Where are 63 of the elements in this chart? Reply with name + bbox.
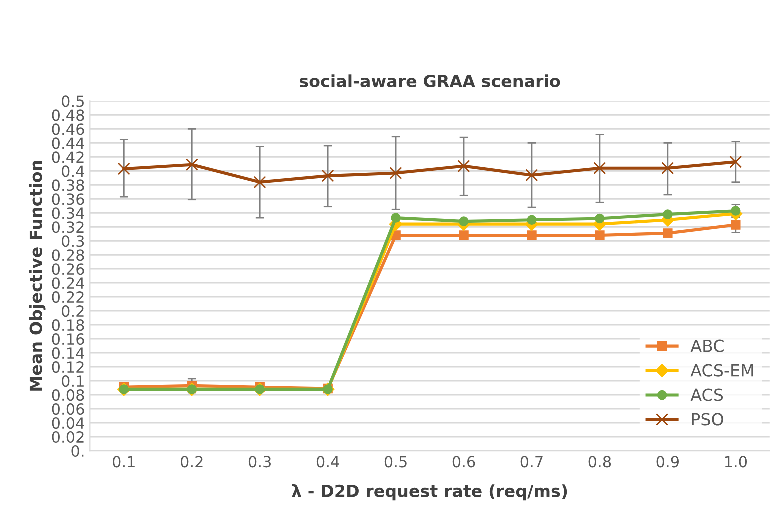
- y-axis-title: Mean Objective Function: [29, 161, 46, 391]
- legend-label: ABC: [690, 340, 724, 352]
- x-tick-label: 0.7: [520, 456, 543, 468]
- x-tick-label: 0.5: [384, 456, 407, 468]
- y-tick-label: 0.24: [52, 278, 84, 290]
- y-tick-label: 0.18: [52, 320, 84, 332]
- point: [595, 214, 605, 224]
- point: [186, 158, 198, 172]
- y-tick-label: 0.32: [52, 222, 84, 234]
- x-tick-label: 0.8: [588, 456, 612, 468]
- y-tick-label: 0.5: [62, 96, 84, 108]
- y-tick-label: 0.42: [52, 152, 84, 164]
- x-axis-title: λ - D2D request rate (req/ms): [292, 484, 568, 501]
- y-tick-label: 0.22: [52, 292, 84, 304]
- y-tick-label: 0.28: [52, 250, 84, 262]
- y-tick-label: 0.26: [52, 264, 84, 276]
- y-tick-label: 0.4: [62, 166, 84, 178]
- y-tick-label: 0.2: [62, 306, 84, 318]
- x-tick-label: 0.6: [452, 456, 476, 468]
- y-tick-label: 0.04: [52, 417, 84, 430]
- point: [527, 230, 537, 240]
- point: [663, 210, 673, 220]
- y-tick-label: 0.14: [52, 348, 84, 360]
- y-tick-label: 0.02: [52, 431, 84, 444]
- point: [254, 176, 266, 189]
- point: [662, 162, 674, 175]
- x-tick-label: 0.3: [248, 456, 272, 468]
- point: [594, 162, 606, 175]
- y-tick-label: 0.: [72, 445, 84, 458]
- y-tick-label: 0.16: [52, 334, 84, 346]
- legend-label: ACS: [690, 388, 724, 402]
- legend-label: PSO: [692, 413, 724, 426]
- point: [527, 215, 537, 226]
- y-tick-label: 0.12: [52, 362, 84, 374]
- x-tick-label: 1.0: [725, 456, 748, 468]
- point: [595, 230, 605, 240]
- point: [526, 169, 538, 182]
- y-tick-label: 0.06: [52, 404, 84, 416]
- y-tick-label: 0.36: [52, 194, 84, 206]
- point: [731, 220, 741, 230]
- y-tick-label: 0.1: [62, 376, 84, 388]
- y-tick-label: 0.34: [52, 208, 84, 220]
- x-tick-label: 0.1: [113, 456, 135, 468]
- y-tick-label: 0.3: [62, 236, 84, 248]
- point: [663, 228, 673, 238]
- point: [459, 216, 469, 226]
- point: [730, 156, 742, 168]
- point: [391, 213, 401, 223]
- y-tick-label: 0.38: [52, 180, 84, 192]
- point: [458, 160, 470, 173]
- point: [118, 162, 130, 176]
- y-tick-label: 0.46: [52, 124, 84, 136]
- y-tick-label: 0.48: [52, 110, 84, 122]
- x-tick-label: 0.9: [656, 456, 680, 468]
- point: [322, 170, 334, 182]
- y-tick-label: 0.08: [52, 390, 84, 402]
- point: [459, 230, 469, 240]
- x-tick-label: 0.4: [316, 456, 340, 468]
- chart-title: social-aware GRAA scenario: [300, 74, 560, 88]
- y-tick-label: 0.44: [52, 138, 84, 150]
- legend-label: ACS-EM: [690, 364, 754, 377]
- point: [390, 167, 402, 180]
- x-tick-label: 0.2: [180, 456, 203, 468]
